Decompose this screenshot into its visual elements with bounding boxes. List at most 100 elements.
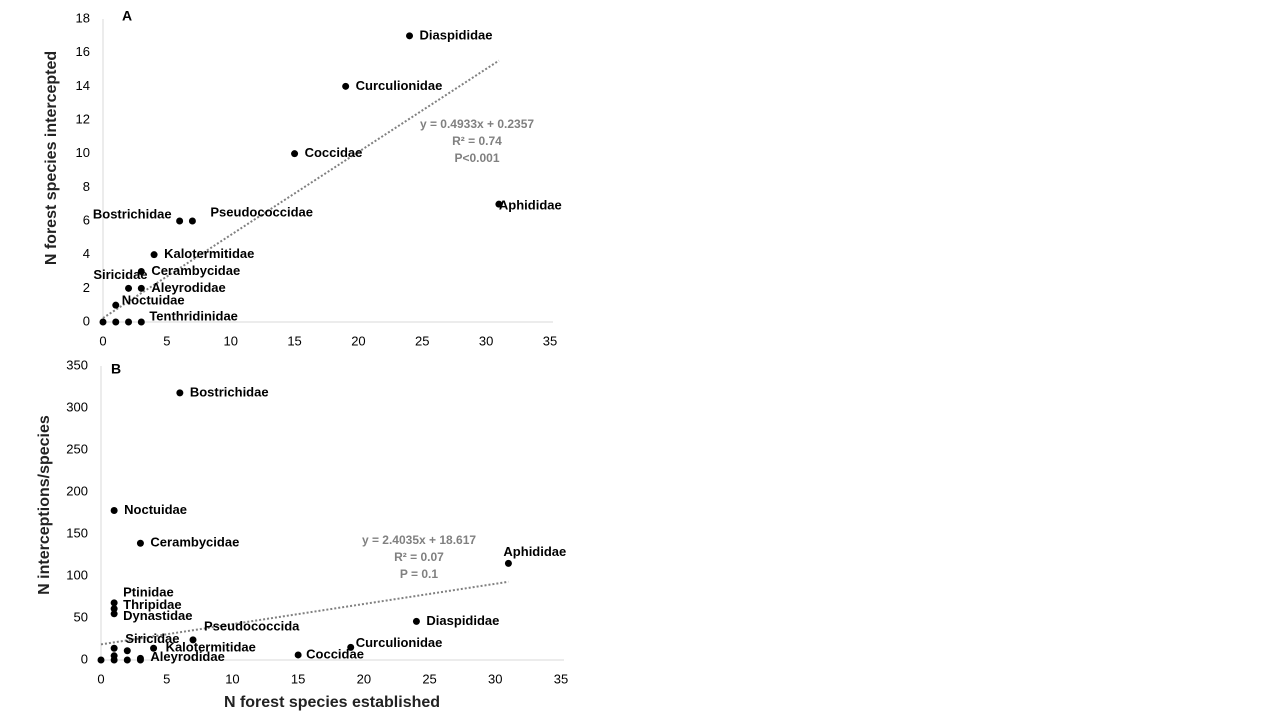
point-label: Kalotermitidae [166,640,256,655]
point [123,647,131,655]
y-tick-label: 250 [66,441,88,456]
x-tick-label: 10 [225,671,239,686]
point-label: Aphididae [499,198,562,213]
x-tick-label: 30 [488,671,502,686]
y-tick-label: 12 [76,111,90,126]
point-label: Coccidae [306,646,364,661]
point [137,284,145,292]
point [110,656,118,664]
y-tick-label: 2 [83,280,90,295]
point [136,539,144,547]
y-tick-label: 8 [83,179,90,194]
x-tick-label: 30 [479,333,493,348]
point-label: Aleyrodidae [150,649,224,664]
point-label: Aleyrodidae [151,280,225,295]
point [137,268,145,275]
point [123,656,131,664]
y-tick-label: 0 [81,651,88,666]
y-tick-label: 100 [66,567,88,582]
point [112,301,120,309]
point-label: Curculionidae [356,78,443,93]
point-label: Dynastidae [123,608,192,623]
trend-annotation: y = 2.4035x + 18.617 [362,533,476,547]
point-label: Ptinidae [123,584,174,599]
x-tick-label: 5 [163,333,170,348]
point [137,318,145,326]
y-tick-label: 350 [66,357,88,372]
x-tick-label: 0 [97,671,104,686]
panel-label: A [122,8,132,24]
point [112,318,120,326]
point-label: Curculionidae [356,635,443,650]
x-tick-label: 35 [543,333,557,348]
point-label: Bostrichidae [190,384,269,399]
y-tick-label: 50 [74,609,88,624]
point [125,284,133,292]
y-tick-label: 200 [66,483,88,498]
trend-annotation: R² = 0.74 [452,134,502,148]
point-label: Coccidae [305,145,363,160]
point-label: Cerambycidae [151,263,240,278]
point [125,318,133,326]
x-tick-label: 5 [163,671,170,686]
trend-annotation: P<0.001 [454,151,499,165]
point-label: Diaspididae [420,27,493,42]
trend-annotation: R² = 0.07 [394,550,444,564]
y-axis-title: N interceptions/species [36,415,53,595]
point [342,82,350,90]
y-tick-label: 0 [83,313,90,328]
x-tick-label: 20 [351,333,365,348]
point [150,251,158,259]
y-tick-label: 150 [66,525,88,540]
x-tick-label: 10 [223,333,237,348]
point [406,32,414,40]
point-label: Pseudococcidae [210,204,313,219]
trendline [102,59,500,319]
point [110,599,118,607]
x-tick-label: 0 [99,333,106,348]
point [97,656,105,664]
point-label: Siricidae [93,267,147,282]
point [110,605,118,613]
point [150,644,158,652]
y-tick-label: 14 [76,78,90,93]
point [176,389,184,397]
point [189,636,197,644]
point-label: Noctuidae [124,502,187,517]
y-tick-label: 300 [66,399,88,414]
y-tick-label: 10 [76,145,90,160]
x-tick-label: 15 [287,333,301,348]
x-tick-label: 20 [357,671,371,686]
y-tick-label: 16 [76,44,90,59]
point [99,318,107,326]
point [294,651,302,659]
point [412,617,420,625]
point-label: Diaspididae [426,613,499,628]
y-tick-label: 4 [83,246,90,261]
trend-annotation: P = 0.1 [400,567,438,581]
x-tick-label: 25 [422,671,436,686]
point [291,150,299,158]
point-label: Thripidae [123,597,182,612]
x-axis-title: N forest species established [224,694,440,711]
point-label: Siricidae [125,631,179,646]
y-tick-label: 6 [83,212,90,227]
point [136,656,144,664]
y-axis-title: N forest species intercepted [43,51,60,265]
point [176,217,184,225]
point [110,506,118,514]
y-tick-label: 18 [76,10,90,25]
point [110,610,118,618]
panel-label: B [111,361,121,377]
point-label: Cerambycidae [150,535,239,550]
point-label: Noctuidae [122,293,185,308]
point [495,200,503,208]
point-label: Tenthridinidae [149,308,238,323]
point-label: Aphididae [503,544,566,559]
point-label: Pseudococcida [204,618,300,633]
x-tick-label: 35 [554,671,568,686]
point [188,217,196,225]
point-label: Bostrichidae [93,206,172,221]
trend-annotation: y = 0.4933x + 0.2357 [420,117,534,131]
